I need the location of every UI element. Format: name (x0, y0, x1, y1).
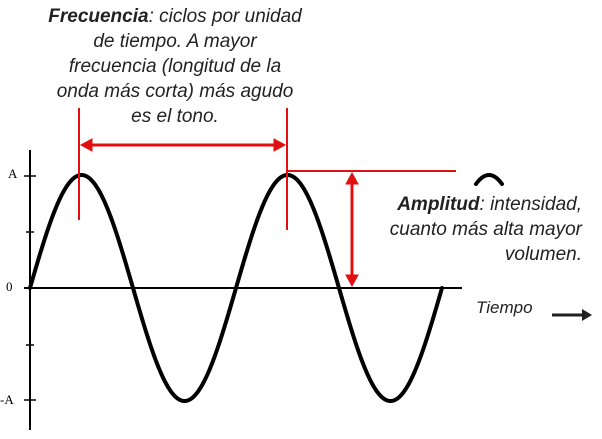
amplitude-term: Amplitud (397, 194, 480, 215)
wave-fragment (474, 173, 504, 186)
x-axis-label: Tiempo (476, 298, 533, 317)
y-label-amplitude: A (8, 166, 18, 181)
frequency-marker (78, 108, 288, 230)
amplitude-marker (287, 170, 456, 288)
amplitude-text-1: : intensidad, (479, 194, 582, 215)
frequency-arrow-left-head (79, 138, 93, 152)
amplitude-line-3: volumen. (504, 244, 582, 265)
y-label-zero: 0 (6, 279, 13, 294)
frequency-line-1: Frecuencia: ciclos por unidad (10, 4, 340, 29)
amplitude-arrow-bottom-head (345, 274, 359, 288)
frequency-arrow-right-head (273, 138, 287, 152)
arrow-right-icon (552, 309, 592, 321)
y-label-negative-amplitude: -A (0, 392, 14, 407)
frequency-line-4: onda más corta) más agudo (56, 81, 294, 102)
frequency-line-2: de tiempo. A mayor (93, 31, 257, 52)
amplitude-line-1: Amplitud: intensidad, (352, 192, 582, 217)
amplitude-annotation: Amplitud: intensidad, cuanto más alta ma… (352, 192, 582, 267)
frequency-term: Frecuencia (48, 6, 149, 27)
frequency-annotation: Frecuencia: ciclos por unidad de tiempo.… (10, 4, 340, 129)
frequency-line-3: frecuencia (longitud de la (68, 56, 282, 77)
amplitude-arrow-top-head (345, 171, 359, 185)
frequency-text-1: : ciclos por unidad (148, 6, 302, 27)
sine-wave (28, 173, 444, 403)
frequency-line-5: es el tono. (131, 106, 219, 127)
amplitude-line-2: cuanto más alta mayor (389, 219, 582, 240)
